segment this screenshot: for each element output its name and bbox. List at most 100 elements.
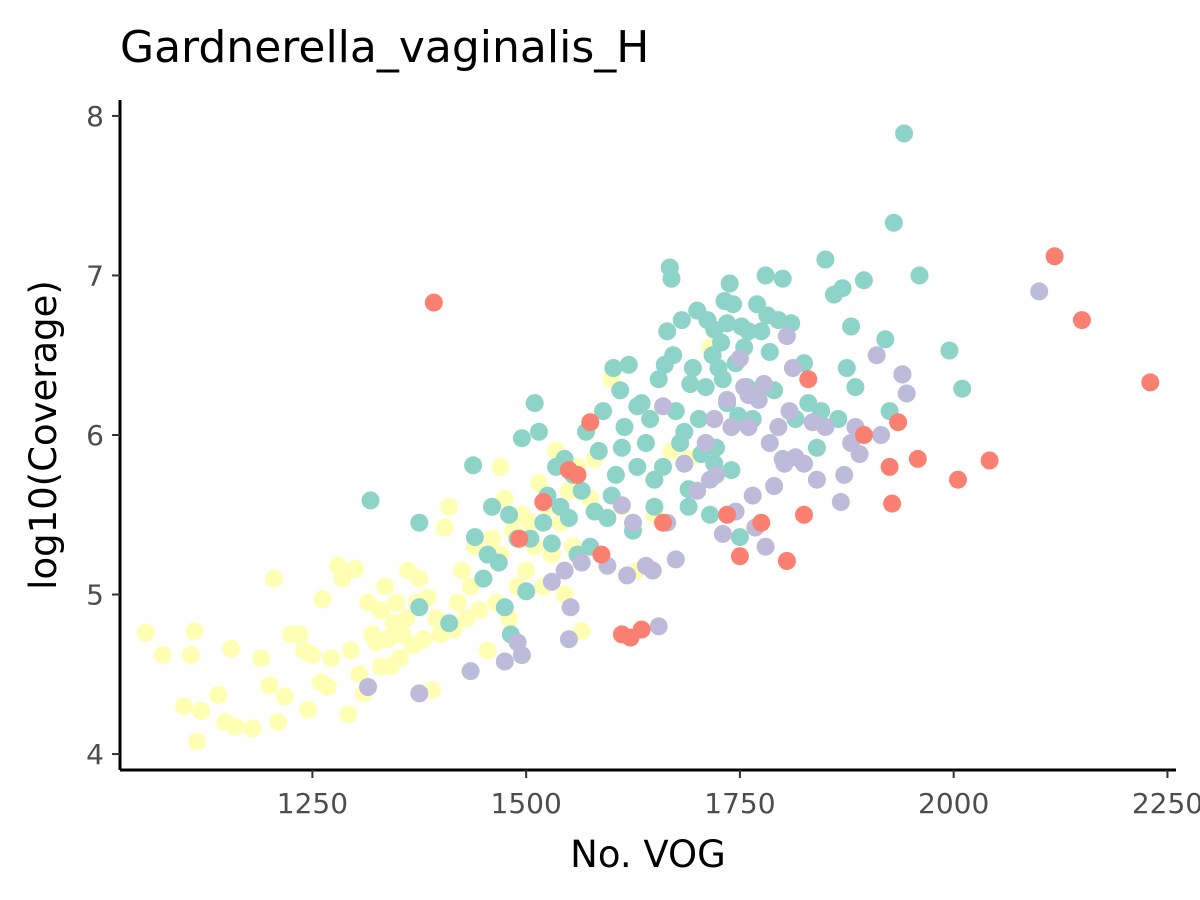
data-point [185,622,204,641]
data-point [666,550,685,569]
data-point [910,266,929,285]
data-point [534,493,553,511]
data-point [756,537,775,556]
data-point [276,687,294,706]
data-point [730,547,749,566]
data-point [243,719,262,738]
data-point [594,402,613,421]
data-point [612,496,631,515]
data-point [410,569,429,588]
data-point [773,269,792,288]
data-point [816,418,835,436]
data-point [760,343,779,361]
data-point [752,513,771,532]
data-point [517,582,536,601]
data-point [350,665,369,684]
data-point [378,630,397,649]
data-point [720,274,739,293]
data-point [525,394,544,413]
data-point [940,341,959,360]
data-point [339,705,358,724]
data-point [643,561,662,580]
data-point [908,449,927,468]
data-point [618,566,637,585]
data-point [696,434,715,452]
data-point [495,652,514,671]
data-point [512,646,531,665]
x-axis-title: No. VOG [570,833,726,876]
data-point [816,250,835,269]
data-point [341,641,360,660]
data-point [222,639,241,658]
data-point [592,545,611,564]
data-point [572,553,591,572]
data-point [495,598,514,617]
data-point [371,657,390,676]
data-point [724,295,743,314]
data-point [897,384,916,403]
data-point [795,454,813,473]
data-point [371,601,390,620]
data-point [478,641,497,660]
data-point [835,465,854,484]
data-point [226,717,245,736]
data-point [696,378,715,397]
data-point [850,445,869,464]
y-tick-label: 4 [86,738,104,771]
data-point [252,649,271,668]
y-axis-title: log10(Coverage) [22,280,65,590]
data-point [448,593,467,612]
data-point [491,457,510,476]
x-tick-label: 1750 [704,787,775,820]
data-point [269,713,288,732]
data-point [500,505,519,524]
data-point [730,349,749,368]
data-point [1030,282,1049,301]
data-point [313,590,332,609]
data-point [833,279,852,298]
points-layer [136,124,1160,751]
data-point [615,418,634,436]
data-point [730,528,749,547]
data-point [688,481,707,500]
data-point [568,465,587,484]
data-point [893,365,912,384]
data-point [980,451,999,470]
x-tick-label: 2000 [918,787,989,820]
data-point [701,505,719,524]
data-point [192,702,211,720]
data-point [884,213,903,232]
data-point [530,422,548,441]
data-point [414,630,433,649]
data-point [739,386,758,405]
data-point [722,461,741,480]
data-point [679,497,698,516]
data-point [530,473,548,492]
data-point [470,601,489,620]
data-point [713,370,732,389]
data-point [675,422,694,441]
data-point [662,269,681,288]
data-point [807,470,826,489]
data-point [876,330,895,349]
data-point [658,322,677,341]
data-point [649,370,668,389]
data-point [188,732,206,751]
data-point [260,676,279,695]
chart-title: Gardnerella_vaginalis_H [120,22,649,73]
data-point [831,493,850,511]
data-point [712,333,731,352]
data-point [611,381,630,400]
data-point [572,481,591,500]
data-point [387,593,406,612]
data-point [464,456,483,475]
data-point [542,572,561,591]
data-point [1072,311,1091,330]
data-point [598,509,617,527]
data-point [867,346,886,365]
data-point [854,271,873,290]
data-point [654,457,672,476]
data-point [290,625,309,644]
x-tick-label: 2250 [1132,787,1200,820]
